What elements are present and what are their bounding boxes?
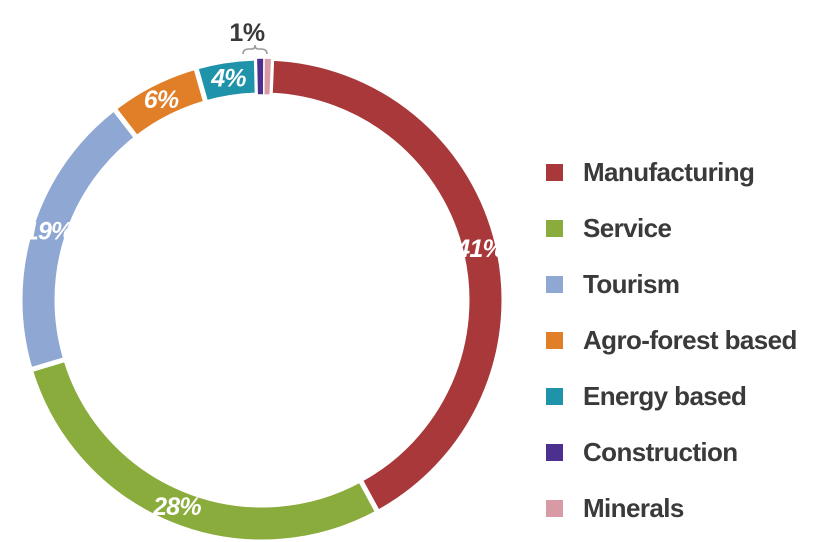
legend-label: Agro-forest based xyxy=(583,325,797,356)
slice-service xyxy=(30,359,378,542)
legend-item-service: Service xyxy=(546,200,826,256)
data-label-service: 28% xyxy=(152,493,201,521)
legend-label: Minerals xyxy=(583,493,684,524)
data-label-tourism: 19% xyxy=(25,218,73,246)
data-label-energy-based: 4% xyxy=(210,65,246,93)
chart-legend: Manufacturing Service Tourism Agro-forest b… xyxy=(546,144,826,536)
slice-minerals xyxy=(264,58,272,95)
data-label-manufacturing: 41% xyxy=(455,235,504,263)
legend-swatch xyxy=(546,444,563,461)
legend-item-manufacturing: Manufacturing xyxy=(546,144,826,200)
legend-swatch xyxy=(546,332,563,349)
slice-construction xyxy=(256,58,264,95)
small-slices-callout: 1% xyxy=(229,19,267,54)
legend-item-agro-forest-based: Agro-forest based xyxy=(546,312,826,368)
legend-swatch xyxy=(546,500,563,517)
legend-label: Energy based xyxy=(583,381,746,412)
legend-swatch xyxy=(546,276,563,293)
legend-item-construction: Construction xyxy=(546,424,826,480)
donut-slices xyxy=(20,58,504,542)
small-slices-label: 1% xyxy=(229,19,264,47)
legend-swatch xyxy=(546,388,563,405)
legend-item-minerals: Minerals xyxy=(546,480,826,536)
legend-label: Manufacturing xyxy=(583,157,754,188)
legend-item-energy-based: Energy based xyxy=(546,368,826,424)
data-label-agro-forest-based: 6% xyxy=(144,86,179,114)
legend-swatch xyxy=(546,220,563,237)
legend-label: Construction xyxy=(583,437,738,468)
legend-label: Tourism xyxy=(583,269,679,300)
legend-swatch xyxy=(546,164,563,181)
slice-manufacturing xyxy=(270,58,504,512)
legend-item-tourism: Tourism xyxy=(546,256,826,312)
legend-label: Service xyxy=(583,213,671,244)
